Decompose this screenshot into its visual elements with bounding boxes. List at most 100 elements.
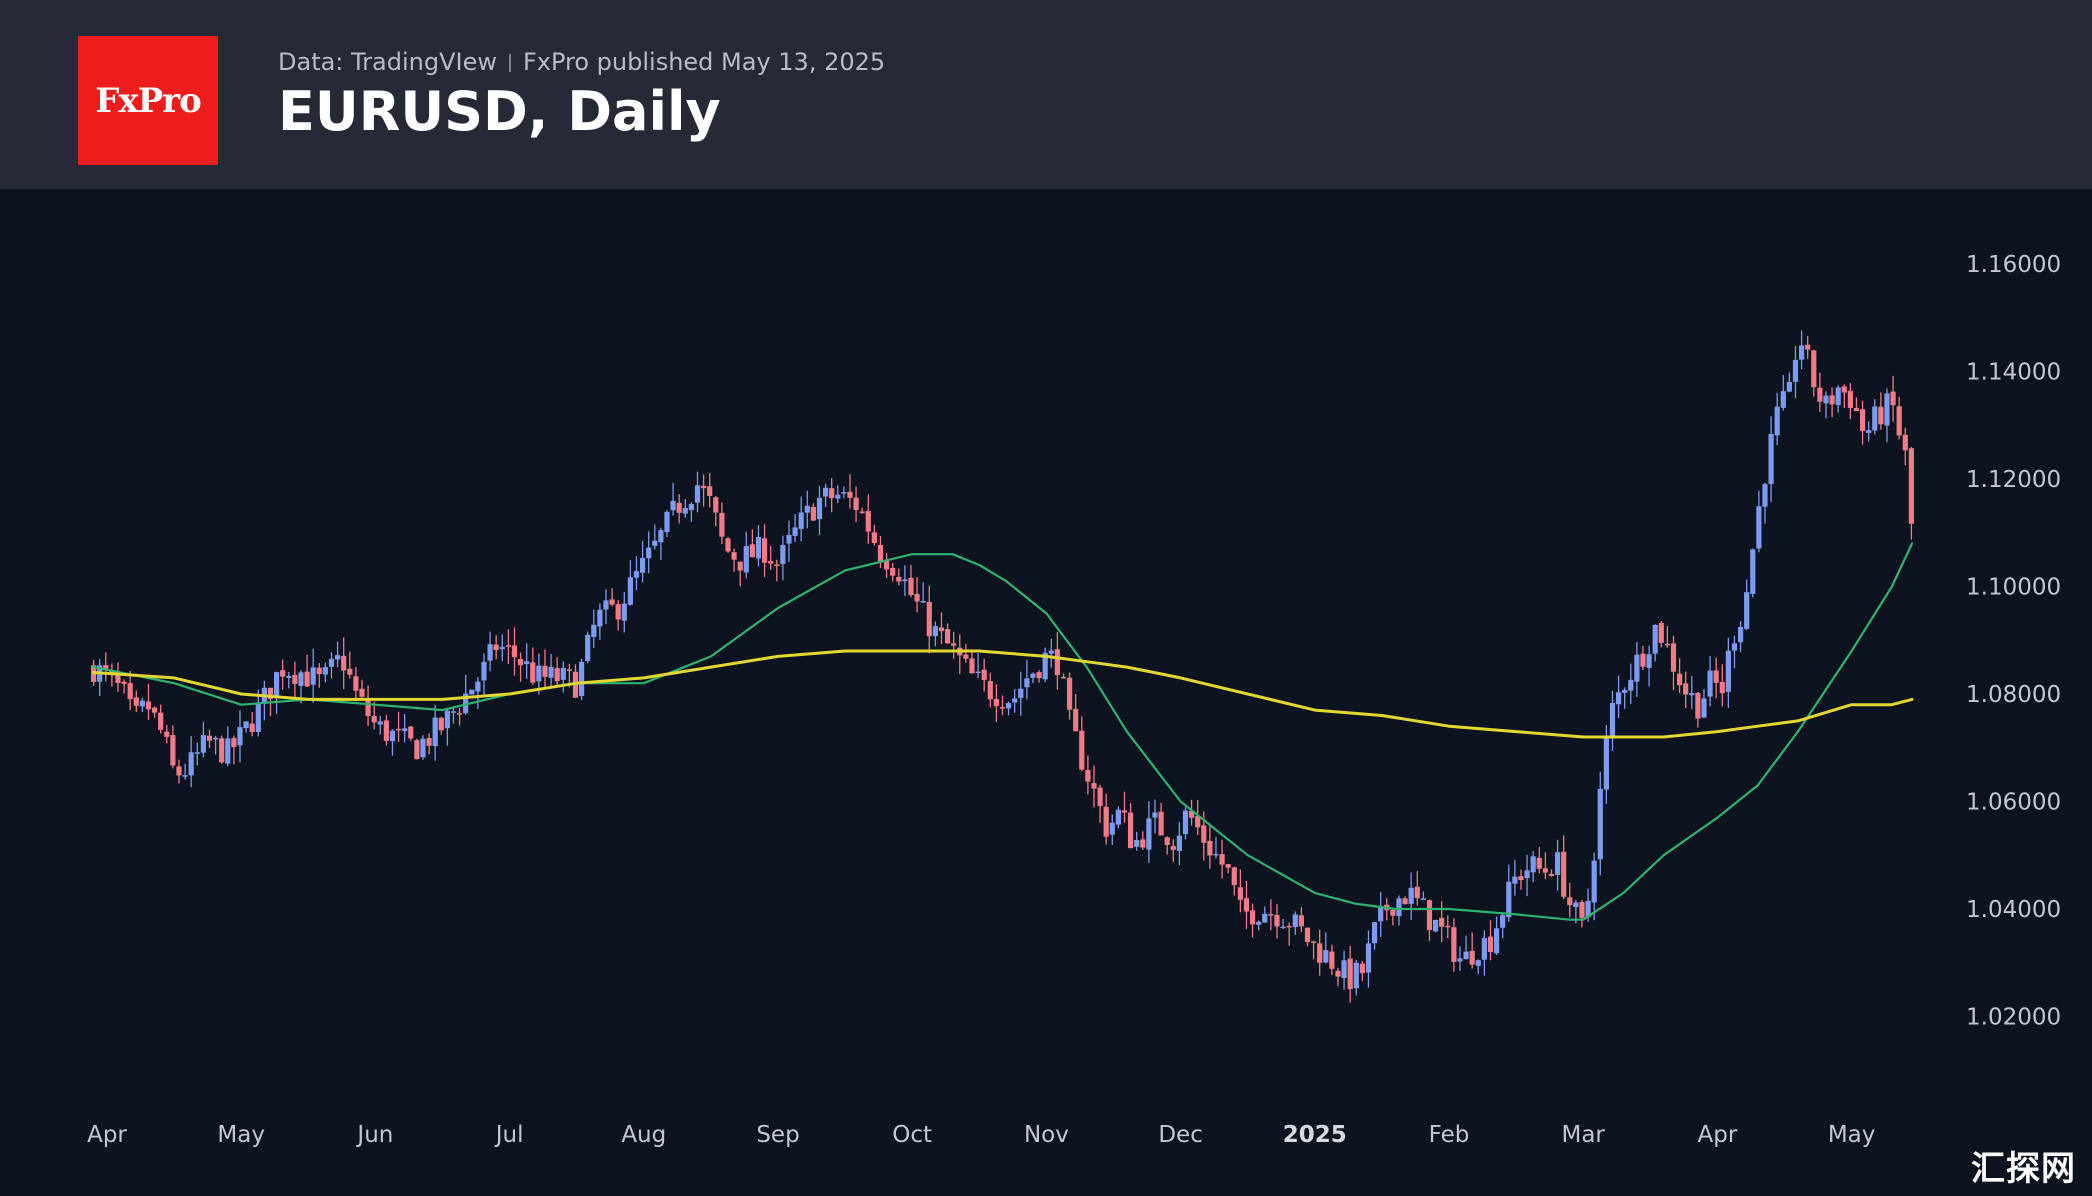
candle-down <box>749 544 755 558</box>
candle-up <box>578 661 585 696</box>
candle-up <box>1585 900 1591 917</box>
candle-down <box>713 497 719 513</box>
fxpro-logo: FxPro <box>78 36 218 165</box>
ma-slow-line <box>92 649 1914 739</box>
candle-down <box>151 707 158 713</box>
candle-up <box>1798 345 1805 360</box>
candle-down <box>914 594 920 602</box>
candle-down <box>1805 344 1811 350</box>
candle-up <box>1652 624 1658 654</box>
x-tick-label: Mar <box>1561 1122 1605 1148</box>
candle-up <box>310 667 316 685</box>
candle-up <box>670 500 676 511</box>
moving-averages-layer <box>92 542 1914 921</box>
candle-down <box>1329 951 1335 969</box>
candle-up <box>1762 484 1768 507</box>
candle-down <box>1853 408 1860 412</box>
candle-down <box>908 577 914 596</box>
candle-down <box>115 675 121 684</box>
candle-up <box>1573 902 1579 908</box>
candle-down <box>847 491 853 498</box>
candle-up <box>1628 679 1634 691</box>
candle-up <box>1213 853 1219 856</box>
data-source-text: Data: TradingVIew <box>278 48 497 76</box>
candle-down <box>896 576 902 582</box>
candle-up <box>835 494 841 499</box>
x-tick-label: Oct <box>892 1122 932 1148</box>
candle-down <box>438 717 444 731</box>
candle-up <box>1786 381 1792 392</box>
candle-up <box>841 492 847 494</box>
candle-up <box>1707 670 1713 697</box>
candle-down <box>1274 914 1280 927</box>
candle-down <box>1359 963 1365 974</box>
candle-down <box>725 538 731 552</box>
candle-up <box>694 485 701 503</box>
y-tick-label: 1.04000 <box>1966 897 2061 923</box>
candle-up <box>1012 698 1018 703</box>
y-tick-label: 1.16000 <box>1966 252 2061 278</box>
candle-down <box>133 697 139 706</box>
price-chart[interactable]: 1.16000 1.14000 1.12000 1.10000 1.08000 1.060… <box>0 189 2092 1196</box>
candle-up <box>377 721 383 725</box>
candle-down <box>408 726 414 739</box>
candle-down <box>768 561 774 564</box>
candle-down <box>1536 857 1542 869</box>
candle-down <box>1567 897 1573 906</box>
x-tick-label: Apr <box>1698 1122 1738 1148</box>
ma-fast-line <box>92 542 1914 921</box>
published-text: FxPro published May 13, 2025 <box>522 48 886 76</box>
candle-up <box>402 728 408 732</box>
candle-up <box>1378 905 1384 922</box>
candle-up <box>1792 359 1799 382</box>
candle-down <box>103 665 109 670</box>
candle-up <box>1530 856 1536 873</box>
candle-up <box>194 752 200 754</box>
candle-up <box>1524 870 1530 879</box>
candle-up <box>1622 689 1628 693</box>
candle-up <box>1737 626 1744 643</box>
candle-down <box>505 645 511 647</box>
x-tick-label: May <box>1828 1122 1876 1148</box>
candle-down <box>219 738 225 763</box>
x-tick-label: Sep <box>756 1122 799 1148</box>
watermark-text: 汇探网 <box>1971 1149 2076 1189</box>
candle-down <box>1085 770 1091 782</box>
candle-up <box>255 702 261 732</box>
candle-down <box>1713 670 1719 683</box>
candle-up <box>1481 938 1487 960</box>
candle-up <box>1341 960 1347 979</box>
candle-up <box>743 546 749 573</box>
candle-up <box>237 727 243 746</box>
candle-down <box>1073 708 1079 732</box>
candle-up <box>1005 703 1012 709</box>
candle-up <box>450 711 457 713</box>
candle-up <box>1756 506 1762 549</box>
candle-up <box>786 535 792 544</box>
candle-up <box>1774 406 1780 436</box>
candle-up <box>1872 406 1878 431</box>
candle-down <box>1469 950 1475 965</box>
candle-down <box>993 698 999 707</box>
candle-down <box>1902 434 1908 451</box>
candle-down <box>1908 448 1914 524</box>
candle-down <box>1896 406 1902 436</box>
candle-down <box>249 723 255 732</box>
candle-down <box>707 486 713 496</box>
candle-up <box>212 737 219 740</box>
candle-up <box>1500 915 1506 928</box>
y-tick-label: 1.08000 <box>1966 682 2061 708</box>
candle-up <box>639 557 646 573</box>
candle-down <box>395 728 402 731</box>
candle-up <box>816 497 823 520</box>
candle-down <box>517 659 524 666</box>
candle-down <box>890 567 896 576</box>
candle-down <box>1243 898 1250 912</box>
x-tick-label: Nov <box>1024 1122 1069 1148</box>
candle-down <box>511 645 518 658</box>
candle-down <box>963 654 969 659</box>
candle-down <box>981 669 987 680</box>
candle-up <box>1768 434 1774 484</box>
candle-up <box>1463 951 1469 960</box>
candle-up <box>487 644 493 661</box>
